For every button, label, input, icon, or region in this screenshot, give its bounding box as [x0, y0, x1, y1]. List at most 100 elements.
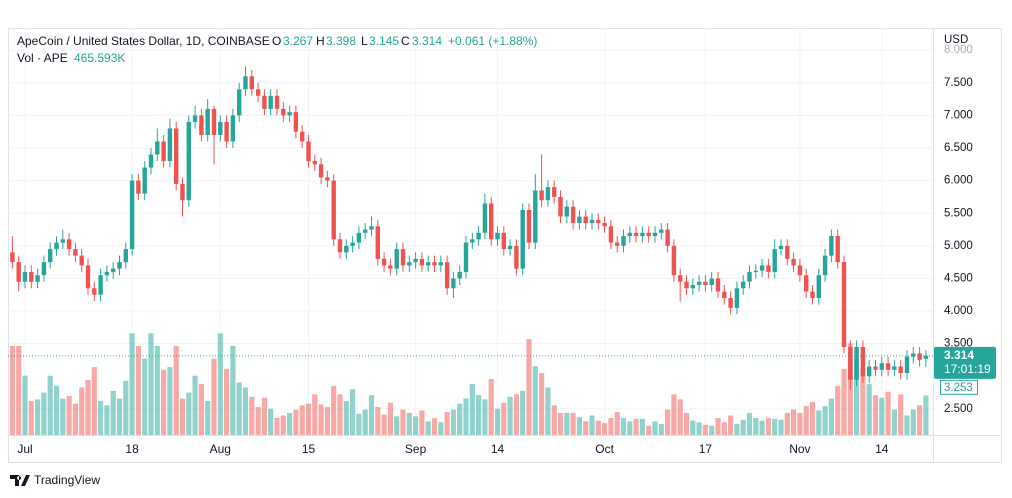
- candle-body: [822, 255, 828, 276]
- volume-bar: [217, 333, 223, 435]
- volume-bar: [242, 387, 249, 435]
- candle-body: [274, 95, 280, 109]
- volume-bar: [872, 395, 879, 435]
- volume-bar: [715, 418, 721, 435]
- volume-bar: [110, 390, 116, 435]
- price-tag-value: 3.314: [944, 348, 974, 362]
- ohlc-key: C: [401, 34, 410, 48]
- volume-bar: [589, 415, 595, 435]
- candle-body: [867, 366, 872, 377]
- brand-logo: [10, 475, 30, 486]
- volume-bar: [406, 412, 412, 435]
- volume-bar: [652, 421, 658, 435]
- candle-body: [539, 190, 544, 201]
- volume-bar: [224, 368, 230, 435]
- candle-body: [350, 242, 355, 246]
- candle-body: [753, 270, 758, 272]
- candle-body: [734, 288, 740, 308]
- volume-bar: [28, 401, 34, 435]
- volume-bar: [79, 387, 85, 435]
- volume-bar: [822, 406, 828, 435]
- candle-body: [325, 177, 330, 181]
- candle-body: [66, 239, 72, 250]
- volume-bar: [431, 418, 438, 435]
- candle-body: [778, 245, 784, 250]
- volume-bar: [129, 333, 135, 435]
- candle-body: [73, 249, 78, 256]
- candle-body: [205, 108, 210, 135]
- volume-bar: [841, 368, 847, 435]
- volume-bar: [66, 395, 72, 435]
- candle-body: [873, 366, 878, 370]
- volume-bar: [488, 379, 494, 435]
- volume-bar: [337, 394, 343, 435]
- candle-body: [426, 262, 431, 266]
- y-tick-label: 5.000: [944, 240, 973, 252]
- candle-body: [489, 203, 494, 240]
- volume-bar: [293, 409, 299, 435]
- volume-bar: [255, 407, 261, 435]
- candle-body: [564, 206, 569, 217]
- volume-name: Vol · APE: [17, 51, 68, 65]
- candle-body: [476, 232, 481, 240]
- volume-bar: [98, 401, 104, 435]
- x-tick-label: 18: [125, 442, 139, 456]
- candle-body: [621, 236, 626, 246]
- volume-bar: [816, 410, 822, 435]
- candle-body: [161, 141, 166, 162]
- candle-body: [495, 232, 500, 240]
- y-tick-label: 3.500: [944, 338, 973, 350]
- volume-bar: [513, 394, 519, 435]
- candle-body: [224, 121, 229, 142]
- candle-body: [400, 249, 406, 266]
- volume-bar: [891, 409, 897, 435]
- price-tag: [934, 346, 996, 379]
- candle-body: [854, 346, 859, 380]
- candle-body: [123, 249, 128, 263]
- volume-bar: [854, 358, 860, 435]
- x-tick-label: 17: [699, 442, 713, 456]
- volume-bar: [161, 369, 167, 435]
- volume-bar: [362, 409, 368, 435]
- volume-bar: [696, 422, 702, 435]
- volume-bar: [318, 404, 324, 435]
- volume-bar: [702, 424, 708, 435]
- volume-bar: [192, 375, 198, 435]
- volume-bar: [91, 367, 97, 435]
- y-tick-label: 7.000: [944, 109, 973, 121]
- candle-body: [696, 281, 702, 285]
- candle-body: [791, 258, 796, 266]
- candle-body: [104, 271, 110, 276]
- volume-bar: [746, 412, 753, 435]
- volume-bar: [299, 405, 305, 435]
- volume-bar: [394, 416, 400, 435]
- candle-body: [54, 242, 59, 250]
- candle-body: [293, 112, 299, 132]
- volume-bar: [85, 379, 91, 435]
- volume-bar: [230, 345, 236, 435]
- volume-bar: [123, 380, 129, 435]
- candle-body: [98, 275, 103, 295]
- candle-body: [451, 278, 456, 289]
- volume-bar: [564, 412, 570, 435]
- candle-body: [640, 232, 645, 237]
- prev-close-value: 3.253: [944, 382, 973, 394]
- volume-bar: [797, 412, 803, 435]
- volume-bar: [784, 412, 790, 435]
- candle-body: [860, 346, 866, 377]
- volume-bar: [135, 345, 141, 435]
- candle-body: [665, 229, 670, 246]
- candle-body: [678, 275, 683, 282]
- volume-bar: [898, 394, 904, 435]
- volume-value: 465.593K: [74, 51, 125, 65]
- volume-bar: [476, 395, 482, 435]
- volume-bar: [526, 339, 532, 435]
- candle-body: [785, 245, 790, 259]
- candle-body: [22, 271, 28, 282]
- candle-body: [457, 271, 462, 279]
- brand: TradingView: [10, 473, 100, 487]
- volume-bar: [602, 423, 608, 435]
- volume-bar: [539, 373, 545, 435]
- prev-close-tag: [940, 379, 978, 395]
- x-tick-label: Oct: [595, 442, 614, 456]
